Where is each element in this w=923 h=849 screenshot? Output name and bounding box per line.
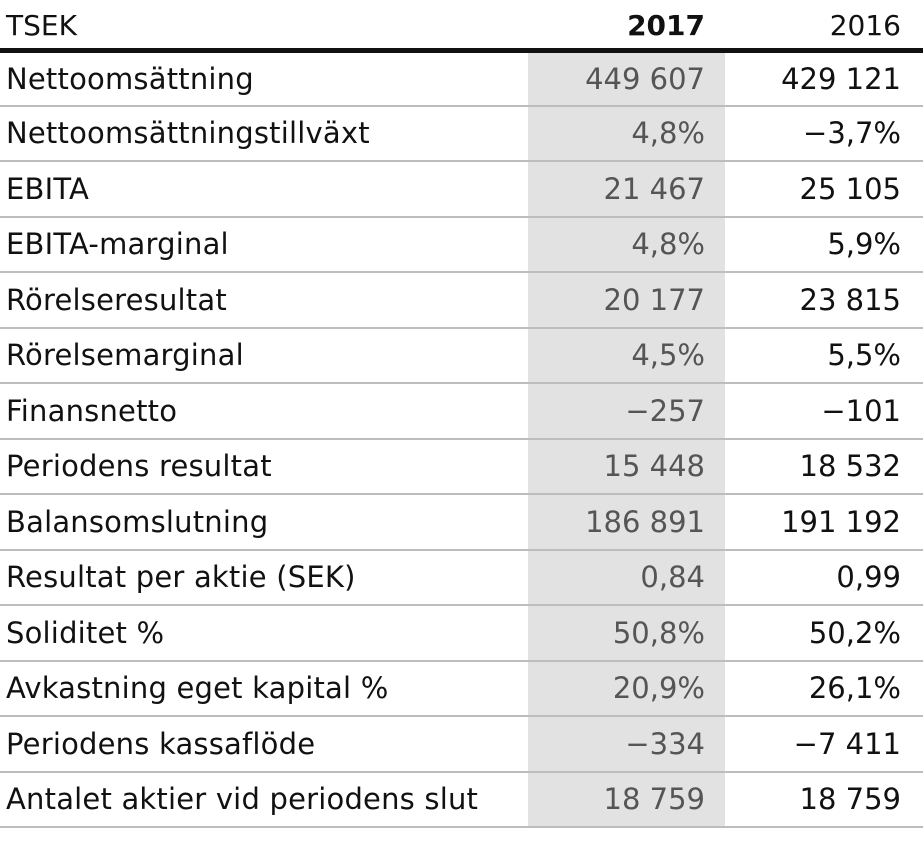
table-row: Nettoomsättningstillväxt 4,8% −3,7% xyxy=(0,105,923,162)
row-value-2016: 18 759 xyxy=(725,771,923,828)
row-label: Finansnetto xyxy=(0,383,528,440)
row-label: Periodens resultat xyxy=(0,438,528,495)
row-value-2016: 18 532 xyxy=(725,438,923,495)
row-value-2017: 0,84 xyxy=(528,549,725,606)
financial-summary-table: TSEK 2017 2016 Nettoomsättning 449 607 4… xyxy=(0,0,923,828)
table-row: Periodens resultat 15 448 18 532 xyxy=(0,438,923,495)
table-header: TSEK 2017 2016 xyxy=(0,0,923,53)
row-value-2016: 25 105 xyxy=(725,161,923,218)
header-row: TSEK 2017 2016 xyxy=(0,0,923,53)
row-label: Nettoomsättning xyxy=(0,50,528,107)
header-year-2016: 2016 xyxy=(725,0,923,53)
table-row: Balansomslutning 186 891 191 192 xyxy=(0,494,923,551)
table-row: Avkastning eget kapital % 20,9% 26,1% xyxy=(0,660,923,717)
row-label: EBITA-marginal xyxy=(0,216,528,273)
row-value-2016: 191 192 xyxy=(725,494,923,551)
row-value-2017: 50,8% xyxy=(528,605,725,662)
row-value-2017: 4,8% xyxy=(528,216,725,273)
row-label: Soliditet % xyxy=(0,605,528,662)
row-label: Rörelseresultat xyxy=(0,272,528,329)
row-value-2016: −101 xyxy=(725,383,923,440)
table-row: EBITA-marginal 4,8% 5,9% xyxy=(0,216,923,273)
row-label: Rörelsemarginal xyxy=(0,327,528,384)
row-value-2017: 4,5% xyxy=(528,327,725,384)
row-value-2016: 23 815 xyxy=(725,272,923,329)
row-value-2016: 5,5% xyxy=(725,327,923,384)
table-row: Finansnetto −257 −101 xyxy=(0,383,923,440)
row-value-2017: 20,9% xyxy=(528,660,725,717)
row-value-2017: −257 xyxy=(528,383,725,440)
row-value-2017: 21 467 xyxy=(528,161,725,218)
row-value-2016: 26,1% xyxy=(725,660,923,717)
row-value-2017: 4,8% xyxy=(528,105,725,162)
header-year-2017: 2017 xyxy=(528,0,725,53)
row-label: Nettoomsättningstillväxt xyxy=(0,105,528,162)
row-value-2016: 0,99 xyxy=(725,549,923,606)
table-row: Resultat per aktie (SEK) 0,84 0,99 xyxy=(0,549,923,606)
row-label: EBITA xyxy=(0,161,528,218)
table-row: Rörelsemarginal 4,5% 5,5% xyxy=(0,327,923,384)
row-value-2016: −3,7% xyxy=(725,105,923,162)
row-label: Resultat per aktie (SEK) xyxy=(0,549,528,606)
table-row: Nettoomsättning 449 607 429 121 xyxy=(0,50,923,107)
row-value-2017: 449 607 xyxy=(528,50,725,107)
row-value-2016: 5,9% xyxy=(725,216,923,273)
table-row: EBITA 21 467 25 105 xyxy=(0,161,923,218)
row-label: Periodens kassaflöde xyxy=(0,716,528,773)
table-row: Rörelseresultat 20 177 23 815 xyxy=(0,272,923,329)
table-row: Soliditet % 50,8% 50,2% xyxy=(0,605,923,662)
row-value-2017: 15 448 xyxy=(528,438,725,495)
row-label: Avkastning eget kapital % xyxy=(0,660,528,717)
table-row: Antalet aktier vid periodens slut 18 759… xyxy=(0,771,923,828)
row-value-2017: −334 xyxy=(528,716,725,773)
row-value-2016: 50,2% xyxy=(725,605,923,662)
row-value-2017: 20 177 xyxy=(528,272,725,329)
header-unit-label: TSEK xyxy=(0,0,528,53)
table-row: Periodens kassaflöde −334 −7 411 xyxy=(0,716,923,773)
row-value-2017: 186 891 xyxy=(528,494,725,551)
row-value-2016: 429 121 xyxy=(725,50,923,107)
row-value-2017: 18 759 xyxy=(528,771,725,828)
table-body: Nettoomsättning 449 607 429 121 Nettooms… xyxy=(0,50,923,828)
row-label: Antalet aktier vid periodens slut xyxy=(0,771,528,828)
row-label: Balansomslutning xyxy=(0,494,528,551)
row-value-2016: −7 411 xyxy=(725,716,923,773)
